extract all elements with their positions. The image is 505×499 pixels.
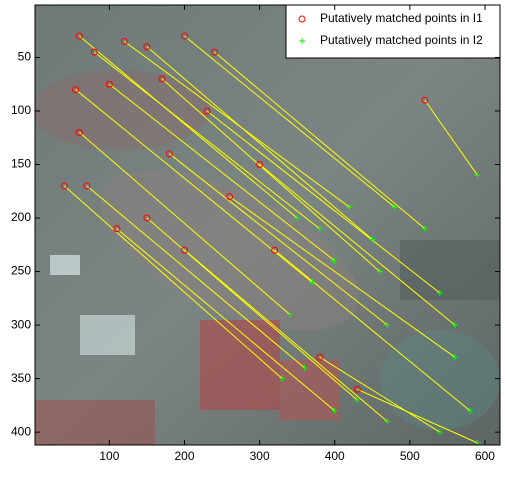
legend-marker bbox=[298, 15, 306, 23]
x-tick-label: 200 bbox=[174, 449, 194, 463]
x-tick-label: 500 bbox=[400, 449, 420, 463]
x-tick-label: 400 bbox=[325, 449, 345, 463]
point-marker bbox=[391, 204, 398, 211]
point-marker bbox=[105, 80, 113, 88]
point-marker bbox=[354, 397, 361, 404]
y-tick-label: 50 bbox=[18, 50, 32, 64]
point-marker bbox=[301, 364, 308, 371]
point-marker bbox=[158, 75, 166, 83]
legend-marker bbox=[299, 38, 305, 44]
point-marker bbox=[451, 354, 458, 361]
point-marker bbox=[90, 48, 98, 56]
y-tick-label: 200 bbox=[11, 210, 31, 224]
plot-area bbox=[60, 32, 481, 445]
y-tick-label: 350 bbox=[11, 371, 31, 385]
match-line bbox=[206, 110, 441, 294]
match-line bbox=[259, 164, 456, 326]
point-marker bbox=[294, 215, 301, 222]
legend-label: Putatively matched points in I1 bbox=[320, 11, 483, 25]
match-line bbox=[184, 249, 388, 422]
point-marker bbox=[165, 150, 173, 158]
y-tick-label: 300 bbox=[11, 317, 31, 331]
point-marker bbox=[211, 48, 219, 56]
point-marker bbox=[113, 225, 121, 233]
axes-box bbox=[34, 4, 501, 446]
point-marker bbox=[421, 225, 428, 232]
point-marker bbox=[316, 353, 324, 361]
point-marker bbox=[75, 32, 83, 40]
match-line bbox=[161, 78, 381, 272]
match-line bbox=[86, 185, 306, 369]
match-line bbox=[169, 153, 388, 326]
point-marker bbox=[309, 279, 316, 286]
point-marker bbox=[75, 128, 83, 136]
point-marker bbox=[369, 236, 376, 243]
x-tick-label: 600 bbox=[475, 449, 495, 463]
match-line bbox=[424, 99, 478, 176]
legend-box bbox=[285, 4, 501, 59]
point-marker bbox=[316, 225, 323, 232]
point-marker bbox=[421, 96, 429, 104]
x-tick-label: 100 bbox=[99, 449, 119, 463]
point-marker bbox=[180, 246, 188, 254]
match-line bbox=[94, 51, 321, 230]
point-marker bbox=[83, 182, 91, 190]
point-marker bbox=[143, 214, 151, 222]
match-line bbox=[274, 249, 471, 412]
y-tick-label: 400 bbox=[11, 424, 31, 438]
point-marker bbox=[474, 172, 481, 179]
point-marker bbox=[466, 407, 473, 414]
y-tick-label: 100 bbox=[11, 103, 31, 117]
match-line bbox=[63, 185, 283, 379]
point-marker bbox=[436, 429, 443, 436]
point-marker bbox=[180, 32, 188, 40]
match-line bbox=[229, 196, 456, 358]
point-marker bbox=[346, 204, 353, 211]
y-tick-label: 250 bbox=[11, 264, 31, 278]
aerial-image bbox=[35, 5, 500, 445]
match-line bbox=[78, 132, 290, 315]
y-tick-label: 150 bbox=[11, 157, 31, 171]
point-marker bbox=[331, 257, 338, 264]
legend: Putatively matched points in I1 Putativel… bbox=[285, 4, 501, 59]
point-marker bbox=[271, 246, 279, 254]
point-marker bbox=[331, 407, 338, 414]
point-marker bbox=[120, 37, 128, 45]
match-line bbox=[357, 388, 478, 444]
point-marker bbox=[384, 322, 391, 329]
point-marker bbox=[60, 182, 68, 190]
match-line bbox=[146, 46, 373, 240]
match-line bbox=[184, 35, 396, 208]
x-tick-label: 300 bbox=[250, 449, 270, 463]
point-marker bbox=[451, 322, 458, 329]
match-line bbox=[214, 51, 426, 230]
point-marker bbox=[353, 385, 361, 393]
match-line bbox=[116, 228, 336, 412]
point-marker bbox=[286, 311, 293, 318]
legend-label: Putatively matched points in I2 bbox=[320, 33, 483, 47]
point-marker bbox=[436, 289, 443, 296]
point-marker bbox=[143, 43, 151, 51]
match-line bbox=[79, 35, 298, 219]
match-line bbox=[109, 83, 336, 262]
match-line bbox=[75, 89, 313, 283]
point-marker bbox=[226, 193, 234, 201]
match-line bbox=[319, 356, 441, 433]
point-marker bbox=[72, 86, 80, 94]
point-marker bbox=[376, 268, 383, 275]
point-marker bbox=[256, 161, 264, 169]
point-marker bbox=[279, 375, 286, 382]
point-marker bbox=[384, 418, 391, 425]
point-marker bbox=[203, 107, 211, 115]
